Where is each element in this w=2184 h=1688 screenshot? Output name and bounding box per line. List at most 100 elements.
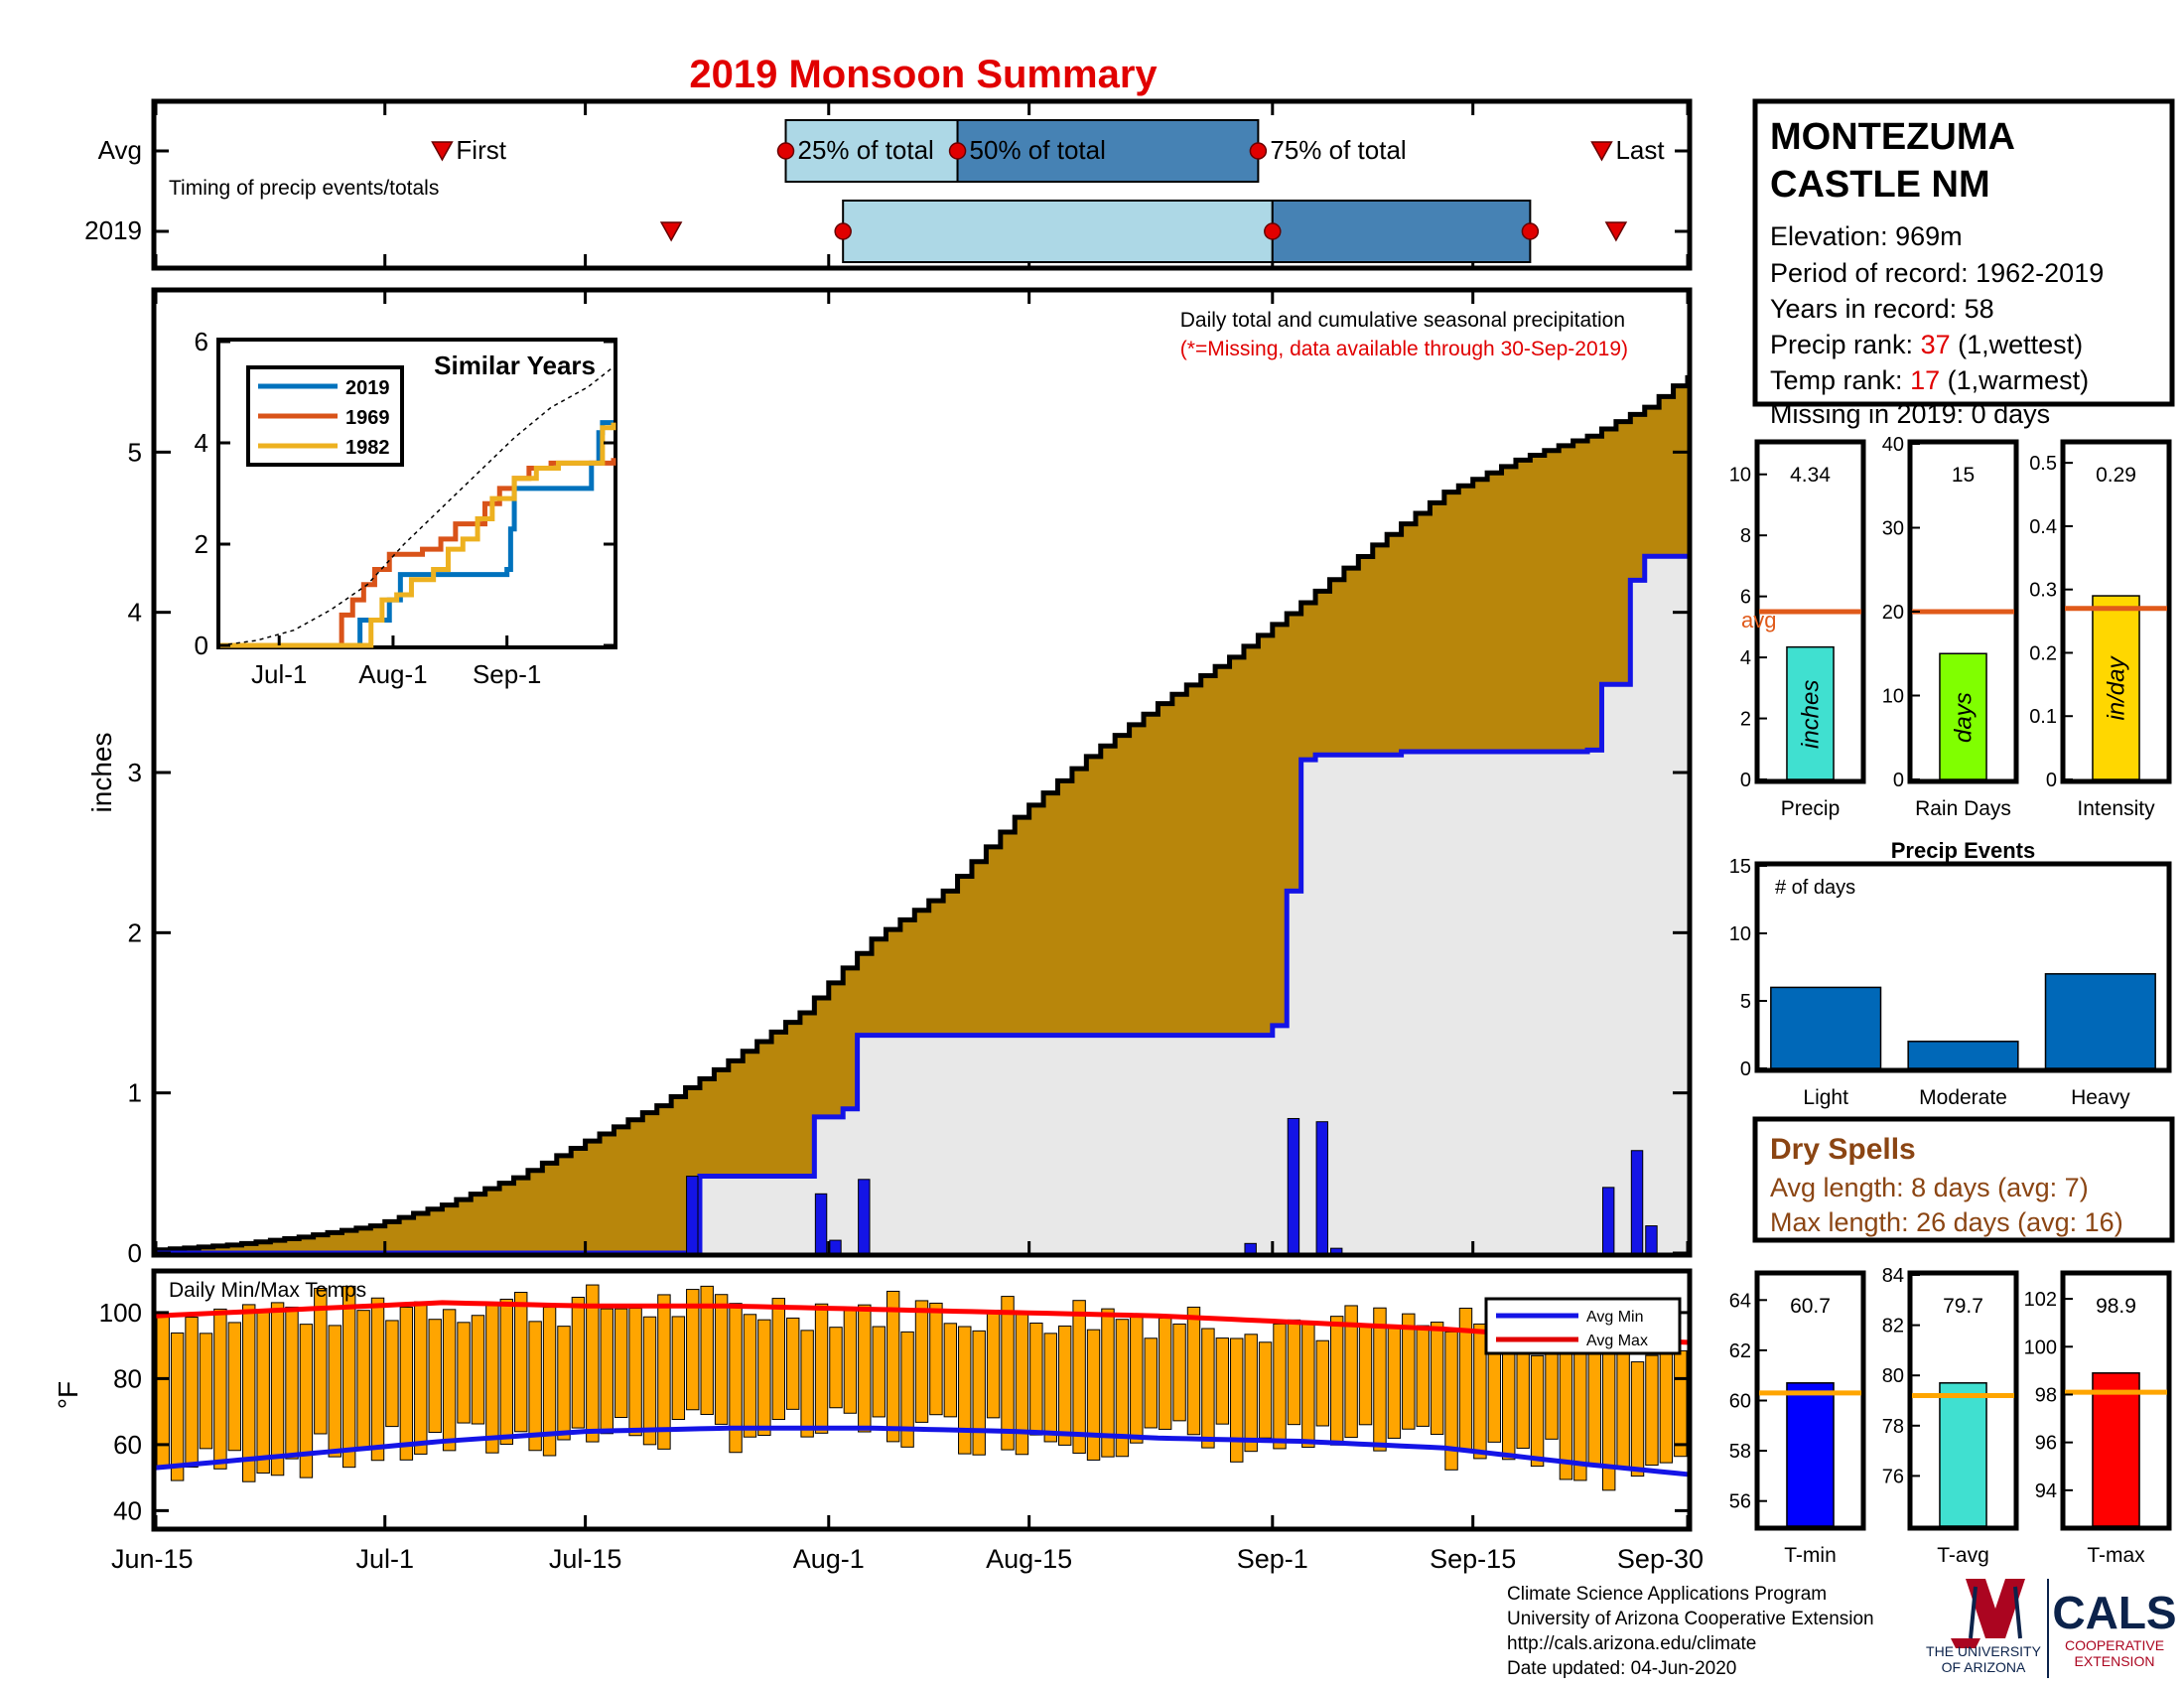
precip-mini-1-bar xyxy=(1939,652,1987,780)
daily-precip-bar-10 xyxy=(1645,1225,1658,1254)
daily-temp-bar-61 xyxy=(1029,1322,1043,1436)
dry-spells: Dry Spells Avg length: 8 days (avg: 7) M… xyxy=(1752,1116,2175,1243)
precip-mini-0-ytick-label-2: 4 xyxy=(1740,647,1751,669)
station-elevation: Elevation: 969m xyxy=(1770,221,1963,251)
cals-sub1: COOPERATIVE xyxy=(2065,1637,2164,1653)
precip-plot-area xyxy=(156,292,1691,1256)
temp-mini-0-bar xyxy=(1786,1382,1835,1527)
daily-temp-bar-45 xyxy=(800,1330,814,1438)
inset-ytick-label-3: 6 xyxy=(195,327,208,356)
daily-temp-bar-19 xyxy=(428,1319,442,1434)
precip-ylabel: inches xyxy=(86,733,117,813)
daily-precip-bar-5 xyxy=(1287,1117,1300,1254)
daily-temp-bar-15 xyxy=(370,1297,385,1462)
precip-ytick-label-0: 0 xyxy=(128,1238,142,1268)
daily-temp-bar-17 xyxy=(399,1306,414,1461)
daily-temp-bar-42 xyxy=(757,1319,771,1437)
daily-temp-bar-58 xyxy=(986,1310,1001,1419)
daily-temp-bar-13 xyxy=(341,1285,356,1469)
precip-chart-frame xyxy=(151,287,1693,1258)
daily-temp-bar-37 xyxy=(686,1289,700,1411)
legend-1982: 1982 xyxy=(345,437,390,459)
daily-temp-bar-23 xyxy=(485,1304,499,1454)
temps-ytick-label-3: 100 xyxy=(99,1298,142,1328)
x-axis-label-1: Jul-1 xyxy=(355,1544,414,1574)
timing-bars xyxy=(431,119,1628,263)
daily-temp-bar-105 xyxy=(1659,1352,1674,1464)
events-ytick-label-1: 5 xyxy=(1740,991,1751,1013)
precip-mini-1-value-label: 15 xyxy=(1952,464,1975,487)
station-missing: Missing in 2019: 0 days xyxy=(1770,399,2050,429)
daily-temp-bar-50 xyxy=(872,1326,886,1418)
inset-ytick-label-2: 4 xyxy=(195,428,208,458)
daily-precip-bar-7 xyxy=(1329,1247,1343,1254)
footer-line3: http://cals.arizona.edu/climate xyxy=(1507,1633,1756,1654)
events-category-heavy: Heavy xyxy=(2071,1086,2130,1109)
precip-mini-1-ytick-label-0: 0 xyxy=(1893,770,1904,791)
daily-temp-bar-41 xyxy=(743,1314,757,1438)
events-bar-moderate xyxy=(1907,1041,2019,1069)
similar-years-line-average xyxy=(219,365,614,646)
daily-precip-bar-9 xyxy=(1630,1150,1644,1254)
daily-temp-bar-67 xyxy=(1115,1319,1130,1458)
daily-precip-bar-1 xyxy=(814,1193,828,1254)
daily-temp-bar-36 xyxy=(671,1316,686,1421)
precip-mini-2-ytick-label-4: 0.4 xyxy=(2029,516,2057,538)
daily-temp-bar-86 xyxy=(1387,1326,1402,1439)
temps-chart: 40 60 80 100 Jun-15 Jul-1 Jul-15 Aug-1 Aug-15 Sep… xyxy=(53,1268,1704,1574)
daily-temp-bar-104 xyxy=(1645,1354,1659,1467)
daily-temp-bar-72 xyxy=(1186,1306,1201,1436)
temps-axes: 40 60 80 100 Jun-15 Jul-1 Jul-15 Aug-1 Aug-15 Sep… xyxy=(99,1298,1704,1574)
similar-years-line-1982 xyxy=(220,422,616,648)
precip-mini-charts: avg 4.34 inches 0 2 4 6 8 10 Precip 15 days 0 10 20 30 4… xyxy=(1729,434,2172,820)
station-frame xyxy=(1752,98,2175,407)
x-axis-label-6: Sep-15 xyxy=(1430,1544,1516,1574)
daily-temp-bar-35 xyxy=(657,1294,671,1450)
daily-temp-bar-65 xyxy=(1086,1329,1101,1461)
precip-mini-0-category-label: Precip xyxy=(1781,797,1841,820)
daily-temp-bar-24 xyxy=(499,1298,514,1445)
daily-temp-bar-33 xyxy=(628,1308,642,1437)
footer-line2: University of Arizona Cooperative Extens… xyxy=(1507,1609,1874,1629)
precip-mini-0-ytick-label-3: 6 xyxy=(1740,587,1751,609)
precip-axes: 0 1 2 3 4 5 xyxy=(128,292,1690,1268)
daily-temp-bar-74 xyxy=(1215,1337,1230,1425)
timing-50pct-label: 50% of total xyxy=(970,135,1106,165)
timing-caption: Timing of precip events/totals xyxy=(169,177,439,200)
temps-ytick-label-1: 60 xyxy=(113,1430,142,1460)
daily-temp-bar-68 xyxy=(1130,1316,1144,1444)
cals-sub2: EXTENSION xyxy=(2075,1653,2155,1669)
daily-temp-bar-100 xyxy=(1587,1351,1601,1467)
temps-frame xyxy=(151,1268,1693,1532)
daily-temp-bar-32 xyxy=(614,1308,628,1418)
events-category-moderate: Moderate xyxy=(1919,1086,2007,1109)
daily-temp-bar-9 xyxy=(285,1306,299,1460)
events-title: Precip Events xyxy=(1891,838,2036,863)
events-bar-light xyxy=(1770,986,1882,1069)
legend-avg-min: Avg Min xyxy=(1586,1309,1644,1326)
daily-temp-bar-78 xyxy=(1273,1323,1287,1450)
daily-temp-bar-18 xyxy=(414,1301,428,1455)
daily-temp-bar-54 xyxy=(929,1302,943,1416)
precip-mini-0-bar xyxy=(1786,645,1835,780)
daily-temp-bar-5 xyxy=(227,1322,242,1452)
daily-temp-bar-76 xyxy=(1244,1334,1258,1453)
daily-temp-bar-71 xyxy=(1172,1323,1186,1422)
cumulative-2019-area xyxy=(156,556,1688,1253)
temp-mini-1-category-label: T-avg xyxy=(1937,1544,1989,1567)
timing-avg-first-triangle xyxy=(431,141,454,162)
daily-temp-bar-85 xyxy=(1373,1307,1387,1452)
events-ytick-label-2: 10 xyxy=(1729,923,1751,945)
precip-mini-0-avg-label: avg xyxy=(1741,608,1776,633)
daily-temp-bar-52 xyxy=(900,1331,914,1448)
daily-temp-bar-14 xyxy=(356,1310,370,1451)
precip-mini-2-unit-label: in/day xyxy=(2104,655,2130,721)
station-name-line2: CASTLE NM xyxy=(1770,164,1990,206)
ua-name-line2: OF ARIZONA xyxy=(1942,1659,2026,1675)
daily-temp-bar-11 xyxy=(314,1287,328,1435)
timing-avg-p75-marker xyxy=(1249,142,1268,160)
inset-ytick-label-1: 2 xyxy=(195,529,208,559)
daily-precip-bar-8 xyxy=(1601,1187,1615,1254)
precip-ytick-label-5: 5 xyxy=(128,437,142,467)
